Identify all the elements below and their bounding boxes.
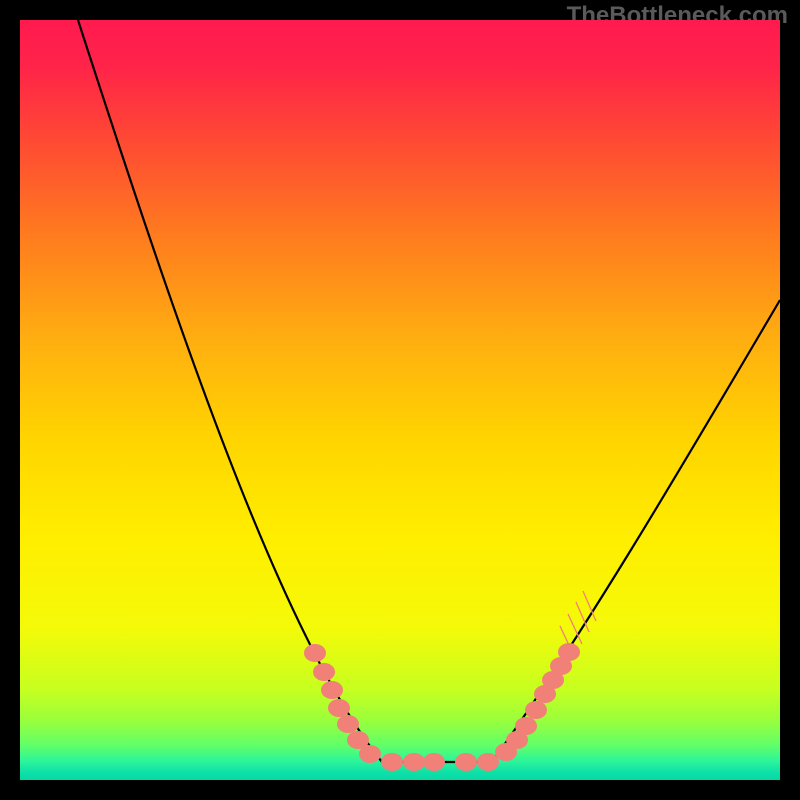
plot-area [20,20,780,780]
highlight-dot [525,701,547,719]
highlight-dot [423,753,445,771]
highlight-dot [337,715,359,733]
highlight-dot [381,753,403,771]
highlight-dot [313,663,335,681]
highlight-dot [403,753,425,771]
chart-frame: TheBottleneck.com [0,0,800,800]
highlight-dot [304,644,326,662]
highlight-dot [328,699,350,717]
highlight-dot [455,753,477,771]
highlight-dot [477,753,499,771]
gradient-background [20,20,780,780]
highlight-dot [321,681,343,699]
plot-svg [20,20,780,780]
highlight-dot [515,717,537,735]
highlight-dot [359,745,381,763]
